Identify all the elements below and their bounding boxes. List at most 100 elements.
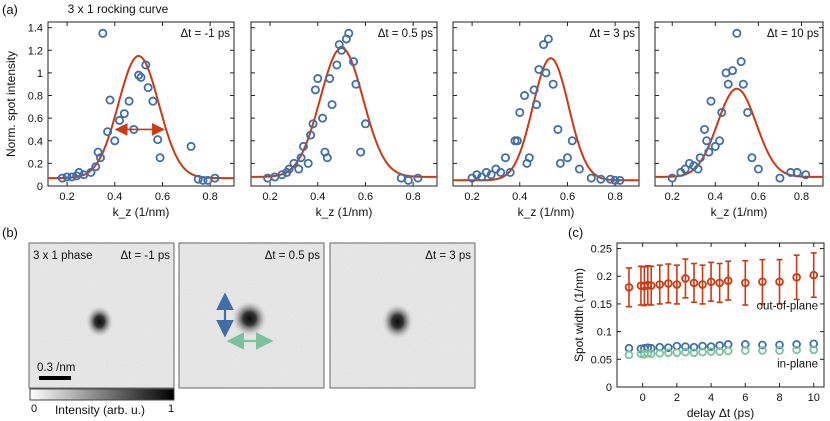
data-point [103, 127, 113, 137]
data-point [684, 158, 694, 168]
data-point [715, 136, 725, 146]
data-point [664, 343, 673, 352]
data-point [91, 162, 101, 172]
diffraction-spot [231, 300, 268, 337]
colorbar-max: 1 [168, 403, 174, 415]
diffraction-spot [381, 303, 414, 340]
data-point [758, 346, 767, 355]
data-point [706, 347, 716, 356]
data-point [586, 173, 596, 183]
series-1 [624, 252, 819, 308]
data-point [672, 280, 682, 289]
image-tile-2: Δt = 0.5 ps [178, 242, 325, 389]
delay-label: Δt = 0.5 ps [378, 28, 434, 40]
data-point [553, 124, 563, 134]
data-point [534, 65, 544, 75]
data-point [747, 153, 757, 163]
data-point [186, 141, 196, 151]
data-point [298, 141, 308, 151]
colorbar-min: 0 [31, 403, 37, 415]
delay-label: Δt = -1 ps [180, 28, 230, 40]
delay-label: Δt = 3 ps [589, 28, 635, 40]
data-point [792, 340, 801, 349]
plot-frame [616, 242, 825, 388]
data-point [496, 167, 506, 177]
data-point [681, 342, 690, 351]
data-point [664, 279, 673, 288]
data-point [477, 172, 487, 182]
data-point [741, 346, 750, 355]
y-tick-label: 1.4 [28, 23, 43, 35]
y-tick-label: 0.2 [28, 158, 43, 170]
data-point [738, 79, 748, 89]
data-point [349, 57, 359, 67]
data-point [775, 340, 784, 350]
data-point [792, 167, 802, 177]
data-point [715, 278, 724, 288]
data-point [289, 158, 299, 168]
data-point [667, 173, 677, 183]
x-tick-label: 0.6 [751, 191, 766, 203]
data-point [155, 153, 165, 163]
data-point [775, 173, 785, 183]
x-tick-label: 0.6 [560, 191, 575, 203]
y-tick-label: 0.05 [591, 354, 612, 366]
y-tick-label: 0.1 [597, 327, 612, 339]
data-point [95, 153, 105, 163]
y-tick-label: 0.15 [591, 299, 612, 311]
x-tick-label: 0.8 [406, 191, 421, 203]
data-point [693, 164, 703, 174]
data-point [153, 135, 163, 145]
data-point [643, 343, 653, 352]
data-point [124, 96, 134, 106]
data-point [110, 136, 120, 146]
series-3 [624, 345, 819, 360]
data-point [134, 70, 144, 80]
data-point [143, 83, 153, 93]
data-point [643, 348, 653, 358]
data-point [741, 278, 750, 288]
data-point [277, 170, 287, 180]
data-point [801, 170, 811, 180]
data-point [704, 147, 714, 157]
data-point [481, 167, 491, 177]
data-point [294, 164, 304, 174]
data-point [351, 79, 361, 89]
data-point [541, 68, 551, 78]
data-point [313, 74, 323, 84]
colorbar-gradient [29, 388, 175, 401]
data-point [512, 136, 522, 146]
data-point [610, 175, 620, 185]
data-point [562, 153, 572, 163]
y-tick-label: 1.2 [28, 45, 43, 57]
data-point [775, 277, 784, 287]
data-point [681, 274, 690, 283]
scale-bar-line [39, 376, 71, 380]
data-point [296, 153, 306, 163]
x-tick-label: 10 [808, 392, 820, 404]
data-point [396, 173, 406, 183]
data-point [193, 174, 203, 184]
data-point [548, 79, 558, 89]
x-tick-label: 0.8 [794, 191, 809, 203]
data-point [555, 158, 565, 168]
data-point [717, 107, 727, 117]
data-point [263, 173, 273, 183]
image-tile-3: Δt = 3 ps [329, 242, 476, 389]
panel-b-label: (b) [2, 225, 18, 240]
image-tile-1: Δt = -1 ps 3 x 1 phase [28, 242, 175, 389]
rocking-curve-panels: 0.2 0.4 0.6 0.8 0 0.2 0.4 0.6 0.8 1 1.2 1.4 k_z (1/n… [4, 2, 824, 219]
data-point [74, 167, 84, 177]
rocking-panel-2: 0.2 0.4 0.6 0.8 k_z (1/nm) Δt = 0.5 ps [250, 21, 438, 219]
data-point [655, 280, 665, 289]
y-tick-label: 0 [37, 181, 43, 193]
data-point [306, 130, 316, 140]
x-axis-label: k_z (1/nm) [113, 205, 170, 219]
x-tick-label: 0.2 [262, 191, 277, 203]
data-point [327, 100, 337, 110]
data-point [698, 280, 707, 289]
scale-bar: 0.3 /nm [37, 362, 75, 380]
tile-delay-label: Δt = 0.5 ps [265, 250, 321, 262]
data-point [672, 348, 682, 357]
data-point [596, 174, 606, 184]
